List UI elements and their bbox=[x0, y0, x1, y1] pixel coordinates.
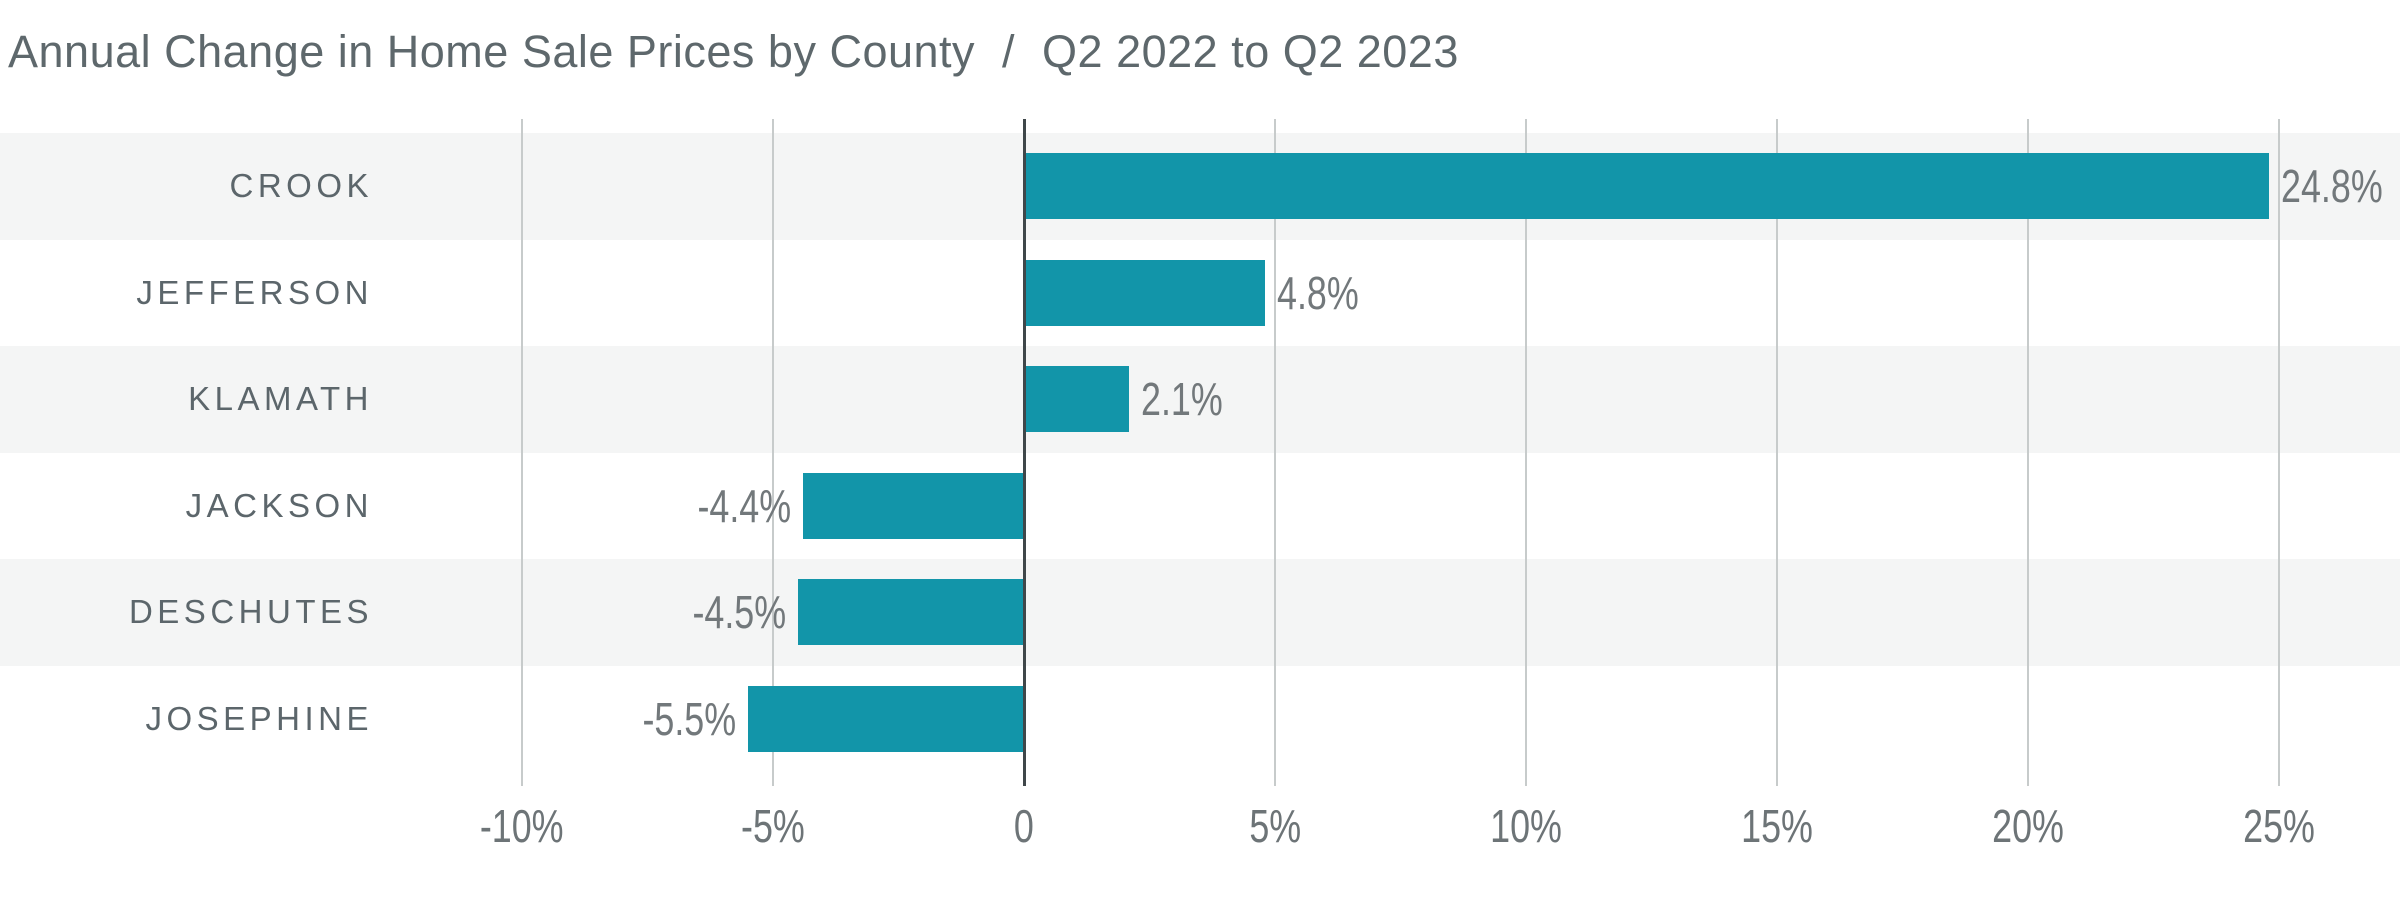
value-label: 24.8% bbox=[2281, 133, 2400, 240]
category-label: JOSEPHINE bbox=[145, 699, 373, 737]
gridline bbox=[2027, 119, 2029, 786]
gridline bbox=[1525, 119, 1527, 786]
x-tick-label: 5% bbox=[1185, 800, 1365, 852]
chart-row bbox=[0, 559, 2400, 666]
category-label: JEFFERSON bbox=[136, 273, 373, 311]
x-tick-label-text: 20% bbox=[1992, 800, 2064, 852]
value-label: 2.1% bbox=[1141, 346, 1441, 453]
value-label: -4.5% bbox=[486, 559, 786, 666]
value-label-text: 2.1% bbox=[1141, 373, 1224, 426]
chart-title-period: Q2 2022 to Q2 2023 bbox=[1042, 26, 1459, 77]
x-tick-label: 20% bbox=[1938, 800, 2118, 852]
value-label-text: -4.5% bbox=[692, 586, 787, 639]
bar bbox=[1024, 366, 1130, 433]
zero-axis-line bbox=[1022, 119, 1026, 786]
x-tick-label-text: 0 bbox=[1014, 800, 1034, 852]
bar bbox=[1024, 259, 1265, 326]
x-tick-label-text: 25% bbox=[2243, 800, 2315, 852]
bar bbox=[803, 472, 1024, 539]
bar bbox=[798, 579, 1024, 646]
x-tick-label-text: -10% bbox=[480, 800, 564, 852]
gridline bbox=[1274, 119, 1276, 786]
value-label-text: -4.4% bbox=[697, 479, 792, 532]
value-label-text: 4.8% bbox=[1276, 266, 1359, 319]
chart-title-separator: / bbox=[1002, 26, 1016, 77]
x-tick-label: -10% bbox=[432, 800, 612, 852]
x-tick-label-text: 15% bbox=[1741, 800, 1813, 852]
x-tick-label: 25% bbox=[2189, 800, 2369, 852]
chart-title: Annual Change in Home Sale Prices by Cou… bbox=[8, 26, 1459, 78]
gridline bbox=[521, 119, 523, 786]
gridline bbox=[1776, 119, 1778, 786]
value-label-text: 24.8% bbox=[2280, 160, 2383, 213]
x-tick-label: 15% bbox=[1687, 800, 1867, 852]
bar bbox=[747, 685, 1024, 752]
value-label-text: -5.5% bbox=[642, 692, 736, 745]
x-tick-label-text: -5% bbox=[741, 800, 805, 852]
value-label: 4.8% bbox=[1277, 240, 1577, 347]
x-tick-label-text: 5% bbox=[1249, 800, 1301, 852]
chart-row bbox=[0, 346, 2400, 453]
x-tick-label: -5% bbox=[683, 800, 863, 852]
x-tick-label: 0 bbox=[934, 800, 1114, 852]
gridline bbox=[772, 119, 774, 786]
category-label: CROOK bbox=[229, 167, 373, 205]
value-label: -4.4% bbox=[491, 453, 791, 560]
x-tick-label-text: 10% bbox=[1490, 800, 1562, 852]
x-tick-label: 10% bbox=[1436, 800, 1616, 852]
gridline bbox=[2278, 119, 2280, 786]
bar bbox=[1024, 153, 2269, 220]
category-label: JACKSON bbox=[185, 486, 373, 524]
category-label: KLAMATH bbox=[188, 380, 373, 418]
category-label: DESCHUTES bbox=[128, 593, 373, 631]
value-label: -5.5% bbox=[436, 666, 736, 773]
chart-title-main: Annual Change in Home Sale Prices by Cou… bbox=[8, 26, 976, 77]
